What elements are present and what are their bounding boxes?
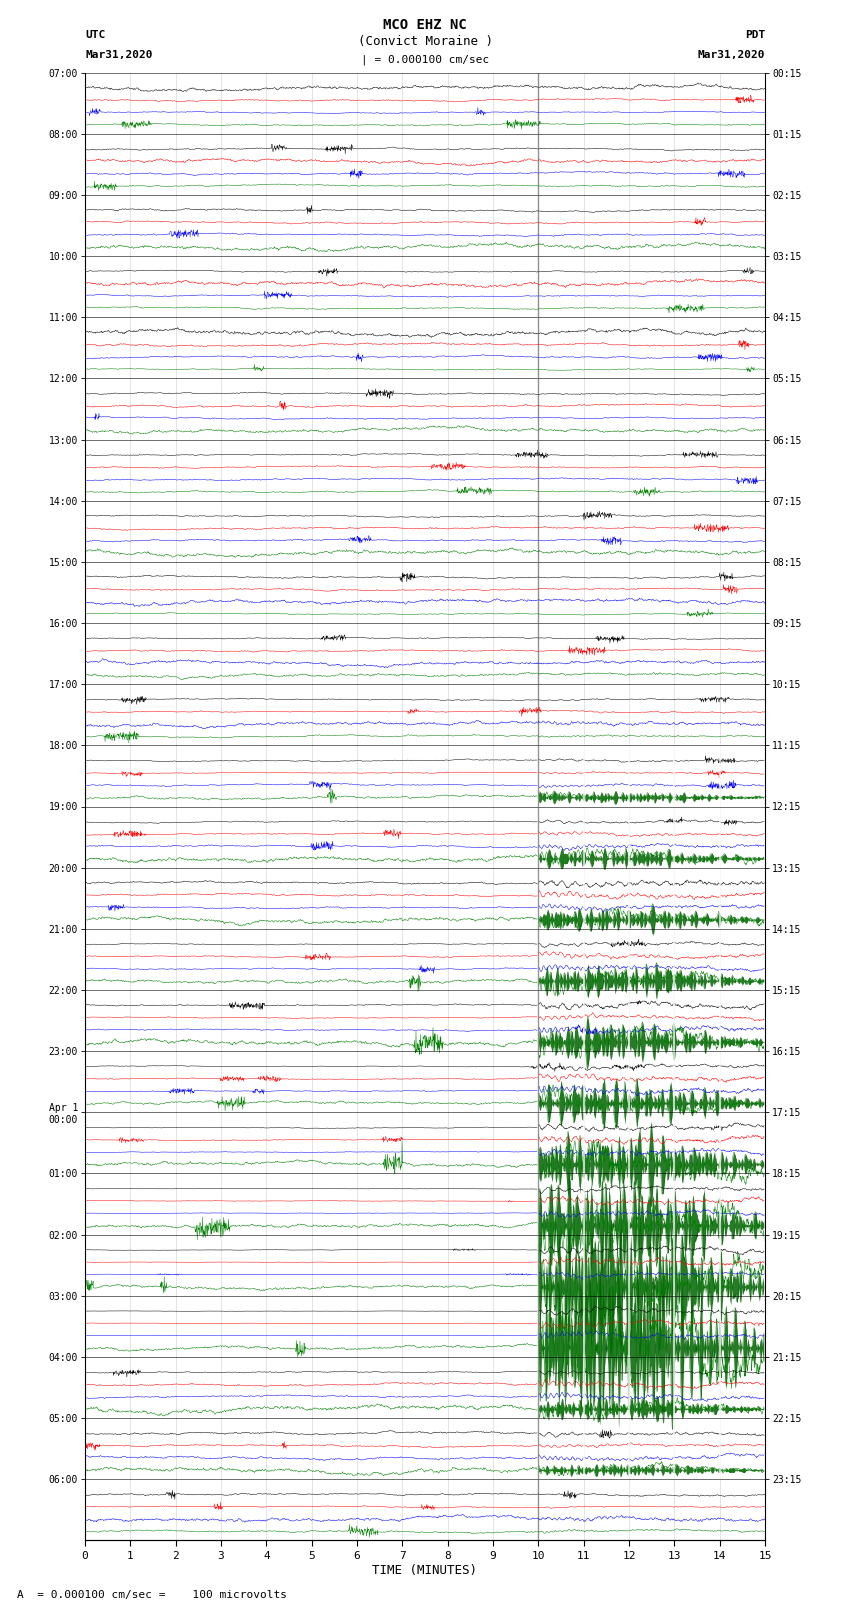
Text: | = 0.000100 cm/sec: | = 0.000100 cm/sec <box>361 53 489 65</box>
Text: A  = 0.000100 cm/sec =    100 microvolts: A = 0.000100 cm/sec = 100 microvolts <box>17 1590 287 1600</box>
Text: MCO EHZ NC: MCO EHZ NC <box>383 18 467 32</box>
Text: Mar31,2020: Mar31,2020 <box>698 50 765 60</box>
Text: UTC: UTC <box>85 31 105 40</box>
Text: (Convict Moraine ): (Convict Moraine ) <box>358 35 492 48</box>
X-axis label: TIME (MINUTES): TIME (MINUTES) <box>372 1563 478 1576</box>
Text: Mar31,2020: Mar31,2020 <box>85 50 152 60</box>
Text: PDT: PDT <box>745 31 765 40</box>
